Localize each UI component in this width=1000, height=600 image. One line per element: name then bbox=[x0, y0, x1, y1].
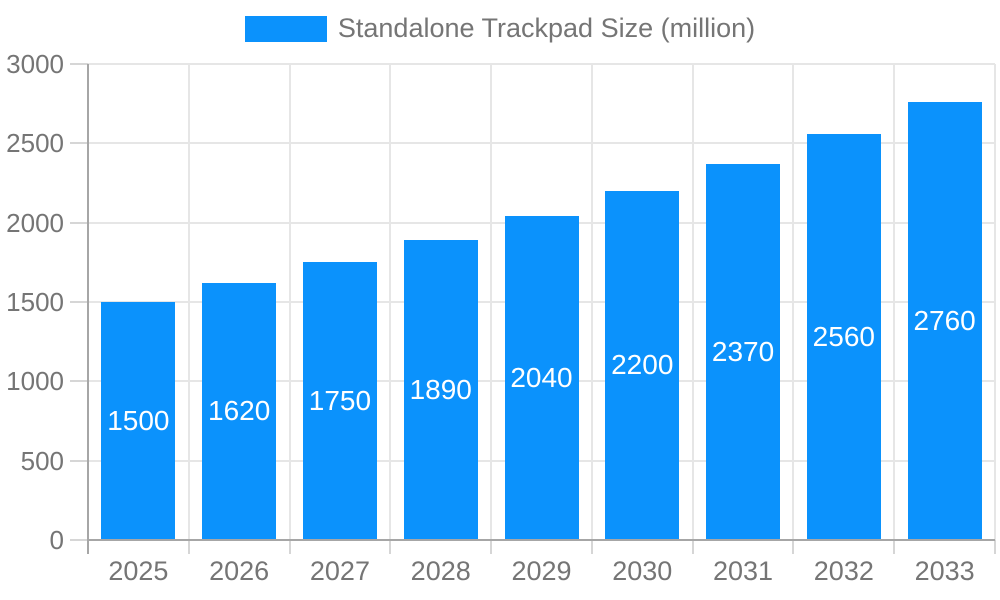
x-gridline bbox=[590, 64, 593, 540]
x-axis-line bbox=[88, 539, 995, 541]
legend[interactable]: Standalone Trackpad Size (million) bbox=[0, 13, 1000, 44]
bar-value-label: 2200 bbox=[611, 349, 674, 381]
y-tick bbox=[70, 221, 88, 224]
bar[interactable]: 1890 bbox=[403, 240, 478, 540]
x-tick-label: 2027 bbox=[309, 556, 370, 586]
x-gridline bbox=[792, 64, 795, 540]
bar-value-label: 2370 bbox=[711, 335, 775, 367]
bar[interactable]: 2760 bbox=[907, 102, 982, 540]
bar[interactable]: 2370 bbox=[706, 163, 781, 540]
y-tick-label: 2500 bbox=[6, 128, 64, 159]
y-gridline bbox=[88, 142, 995, 145]
x-gridline bbox=[490, 64, 493, 540]
y-tick-label: 1500 bbox=[6, 287, 64, 317]
x-tick bbox=[490, 540, 493, 554]
bar[interactable]: 2560 bbox=[806, 133, 881, 540]
y-tick bbox=[70, 459, 88, 462]
bar[interactable]: 1500 bbox=[101, 302, 176, 540]
bar-value-label: 1890 bbox=[409, 374, 472, 406]
bar-value-label: 1500 bbox=[107, 405, 170, 436]
x-tick bbox=[389, 540, 392, 554]
x-tick bbox=[590, 540, 593, 554]
bar-value-label: 1750 bbox=[308, 385, 372, 417]
y-gridline bbox=[88, 63, 995, 65]
y-tick bbox=[70, 301, 88, 303]
x-tick-label: 2025 bbox=[108, 556, 169, 586]
x-tick-label: 2030 bbox=[612, 556, 673, 586]
y-tick bbox=[70, 380, 88, 383]
x-tick-label: 2033 bbox=[914, 556, 975, 586]
bar[interactable]: 2200 bbox=[605, 190, 680, 540]
bar-value-label: 2560 bbox=[812, 320, 875, 352]
bar[interactable]: 1750 bbox=[302, 262, 377, 540]
x-tick-label: 2029 bbox=[511, 556, 572, 586]
x-tick bbox=[893, 540, 896, 554]
x-tick bbox=[792, 540, 795, 554]
x-gridline bbox=[691, 64, 694, 540]
x-tick bbox=[187, 540, 190, 554]
bar[interactable]: 1620 bbox=[202, 282, 277, 540]
y-tick bbox=[70, 63, 88, 65]
bar-value-label: 2040 bbox=[510, 362, 573, 394]
y-tick-label: 500 bbox=[20, 445, 64, 476]
y-tick-label: 1000 bbox=[6, 366, 64, 397]
bar-value-label: 1620 bbox=[208, 395, 271, 427]
y-tick-label: 0 bbox=[49, 525, 64, 555]
x-tick-label: 2028 bbox=[410, 556, 471, 586]
x-tick-label: 2031 bbox=[713, 556, 774, 586]
x-tick-label: 2032 bbox=[813, 556, 874, 586]
x-gridline bbox=[187, 64, 190, 540]
x-tick bbox=[288, 540, 291, 554]
y-tick-label: 3000 bbox=[6, 49, 64, 79]
x-tick bbox=[994, 540, 996, 554]
legend-swatch bbox=[244, 15, 327, 42]
x-gridline bbox=[994, 64, 996, 540]
y-axis-line bbox=[87, 64, 89, 554]
x-tick bbox=[691, 540, 694, 554]
x-gridline bbox=[288, 64, 291, 540]
bar[interactable]: 2040 bbox=[504, 216, 579, 540]
x-gridline bbox=[893, 64, 896, 540]
y-tick bbox=[70, 142, 88, 145]
legend-label: Standalone Trackpad Size (million) bbox=[337, 13, 756, 43]
bar-value-label: 2760 bbox=[913, 305, 976, 337]
x-gridline bbox=[389, 64, 392, 540]
x-tick-label: 2026 bbox=[209, 556, 270, 586]
y-tick bbox=[70, 539, 88, 541]
y-tick-label: 2000 bbox=[6, 207, 64, 238]
